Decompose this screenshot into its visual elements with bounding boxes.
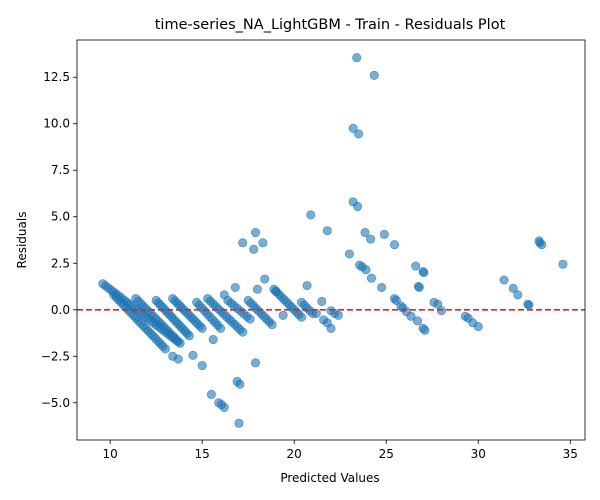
data-point [473,322,483,332]
data-point [216,323,226,333]
data-point [389,240,399,250]
data-point [326,323,336,333]
data-point [420,325,430,335]
data-point [271,286,281,296]
data-point [369,70,379,80]
y-tick-label: −5.0 [41,396,70,410]
data-point [354,129,364,139]
x-tick-label: 20 [287,447,302,461]
data-point [413,316,423,326]
data-point [508,283,518,293]
x-axis-label: Predicted Values [280,471,379,485]
data-point [206,389,216,399]
data-point [352,53,362,63]
data-point [173,354,183,364]
data-point [366,234,376,244]
data-point [377,282,387,292]
data-point [333,310,343,320]
y-tick-label: 2.5 [51,256,70,270]
data-point [348,123,358,133]
data-point [419,268,429,278]
data-point [184,331,194,341]
data-point [278,310,288,320]
data-point [251,358,261,368]
data-point [208,335,218,345]
data-point [219,290,229,300]
data-point [344,249,354,259]
data-point [173,336,183,346]
y-axis-label: Residuals [15,212,29,269]
data-point [306,210,316,220]
x-tick-label: 35 [563,447,578,461]
data-point [219,402,229,412]
x-tick-label: 30 [471,447,486,461]
x-tick-label: 25 [379,447,394,461]
data-point [258,238,268,248]
data-point [160,344,170,354]
data-point [245,314,255,324]
data-point [499,275,509,285]
y-tick-label: 10.0 [43,117,70,131]
y-axis-ticks: −5.0 −2.5 0.0 2.5 5.0 7.5 10.0 12.5 [41,70,77,410]
chart-title: time-series_NA_LightGBM - Train - Residu… [155,17,506,33]
y-tick-label: 5.0 [51,210,70,224]
data-point [379,229,389,239]
data-point [360,228,370,238]
data-point [252,284,262,294]
data-point [302,281,312,291]
data-point [411,261,421,271]
data-point [197,323,207,333]
data-point [353,202,363,212]
scatter-points [98,53,568,428]
y-tick-label: 7.5 [51,163,70,177]
data-point [406,311,416,321]
data-point [238,327,248,337]
y-tick-label: 0.0 [51,303,70,317]
data-point [238,238,248,248]
x-tick-label: 10 [102,447,117,461]
data-point [235,379,245,389]
data-point [322,226,332,236]
data-point [558,259,568,269]
data-point [513,290,523,300]
y-tick-label: 12.5 [43,70,70,84]
data-point [414,282,424,292]
data-point [524,300,534,310]
data-point [260,274,270,284]
data-point [361,265,371,275]
data-point [317,296,327,306]
data-point [234,418,244,428]
data-point [436,306,446,316]
x-tick-label: 15 [195,447,210,461]
data-point [267,320,277,330]
data-point [197,361,207,371]
data-point [297,312,307,322]
data-point [188,350,198,360]
data-point [230,282,240,292]
data-point [249,244,259,254]
y-tick-label: −2.5 [41,349,70,363]
plot-frame [76,39,586,441]
data-point [537,240,547,250]
data-point [251,228,261,238]
data-point [366,273,376,283]
x-axis-ticks: 10 15 20 25 30 35 [102,440,578,461]
